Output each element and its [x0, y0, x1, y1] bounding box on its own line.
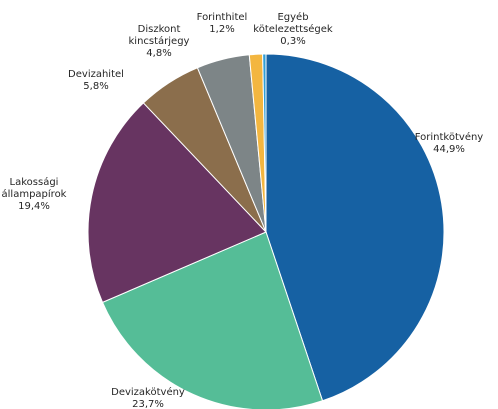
pie-slice-forintkotveny — [265, 53, 445, 402]
slice-value-label: 23,7% — [132, 399, 164, 409]
slice-value-label: 19,4% — [18, 201, 50, 212]
slice-label-egyeb-kotelezettsegek: Egyéb kötelezettségek 0,3% — [253, 11, 333, 47]
pie-slice-lakossagi-allampapirok — [87, 102, 267, 304]
slice-name-label: Egyéb — [277, 11, 308, 23]
slice-name-label: Forintkötvény — [415, 131, 484, 143]
slice-name-label: Devizahitel — [68, 69, 124, 80]
slice-name-label: Forinthitel — [197, 12, 248, 23]
slice-label-forintkotveny: Forintkötvény 44,9% — [415, 131, 484, 155]
slice-labels: Forintkötvény 44,9% Devizakötvény 23,7% Lako… — [2, 11, 484, 409]
slice-name-label: Diszkont — [138, 24, 181, 35]
slice-name-label: kincstárjegy — [129, 35, 190, 47]
slice-label-devizakotveny: Devizakötvény 23,7% — [111, 386, 185, 409]
pie-slice-devizakotveny — [101, 231, 324, 409]
slice-value-label: 44,9% — [433, 144, 465, 155]
slice-label-lakossagi-allampapirok: Lakossági állampapírok 19,4% — [2, 176, 67, 212]
slice-name-label: Devizakötvény — [111, 386, 185, 398]
slice-value-label: 5,8% — [83, 81, 108, 92]
slice-name-label: állampapírok — [2, 188, 67, 200]
pie-slice-egyeb-kotelezettsegek — [262, 53, 267, 233]
slice-name-label: kötelezettségek — [253, 23, 333, 35]
slice-value-label: 4,8% — [146, 48, 171, 59]
slice-name-label: Lakossági — [10, 176, 59, 188]
slice-value-label: 1,2% — [209, 24, 234, 35]
slice-label-diszkont-kincstarjegy: Diszkont kincstárjegy 4,8% — [129, 24, 190, 59]
slice-value-label: 0,3% — [280, 36, 305, 47]
pie-slices — [87, 53, 445, 409]
slice-label-devizahitel: Devizahitel 5,8% — [68, 69, 124, 92]
slice-label-forinthitel: Forinthitel 1,2% — [197, 12, 248, 35]
